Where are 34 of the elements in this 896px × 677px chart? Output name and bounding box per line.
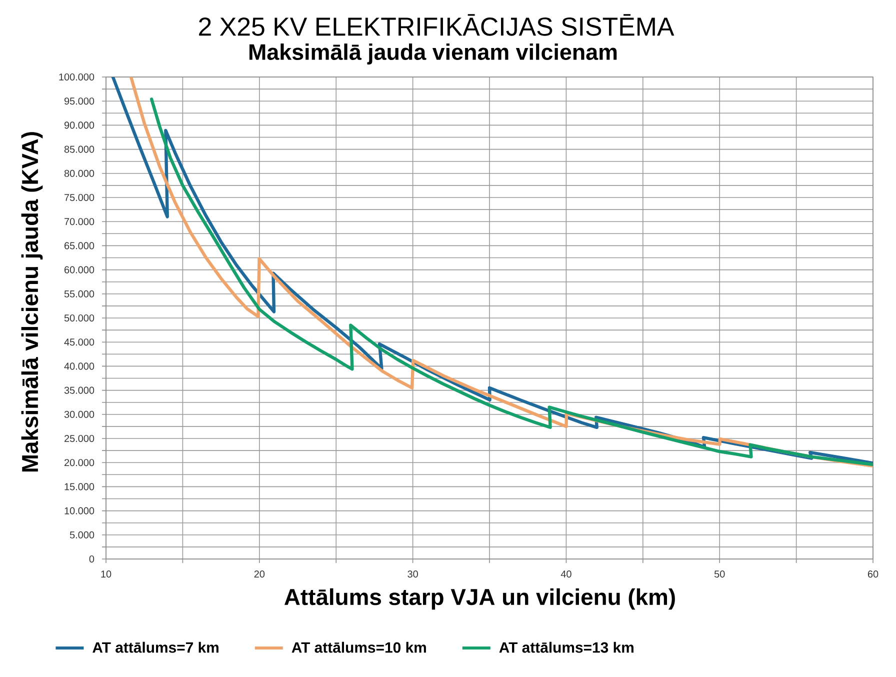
y-tick-label: 20.000: [64, 459, 94, 466]
legend-label: AT attālums=7 km: [92, 642, 218, 653]
x-tick-label: 10: [101, 570, 112, 578]
y-tick-label: 50.000: [64, 314, 94, 322]
y-tick-label: 100.000: [59, 73, 94, 81]
x-tick-label: 50: [714, 570, 725, 578]
y-tick-label: 80.000: [64, 170, 94, 177]
chart-title: 2 X25 KV ELEKTRIFIKĀCIJAS SISTĒMA: [199, 14, 674, 36]
x-tick-label: 60: [868, 570, 878, 578]
x-tick-label: 20: [254, 570, 265, 578]
x-axis-title: Attālums starp VJA un vilcienu (km): [284, 588, 675, 610]
y-tick-label: 15.000: [64, 483, 94, 490]
y-tick-label: 25.000: [64, 434, 94, 442]
y-tick-label: 65.000: [64, 242, 94, 250]
y-tick-label: 30.000: [64, 410, 94, 418]
y-tick-label: 85.000: [64, 146, 94, 153]
y-tick-label: 75.000: [64, 194, 94, 202]
y-tick-label: 45.000: [64, 338, 94, 346]
chart-subtitle: Maksimālā jauda vienam vilcienam: [249, 44, 617, 64]
legend-label: AT attālums=10 km: [292, 642, 426, 653]
y-axis-title: Maksimālā vilcienu jauda (KVA): [21, 132, 43, 472]
y-tick-label: 55.000: [64, 290, 94, 298]
y-tick-label: 60.000: [64, 266, 94, 274]
y-tick-label: 0: [89, 555, 94, 563]
y-tick-label: 40.000: [64, 362, 94, 370]
y-tick-label: 90.000: [64, 122, 94, 129]
y-tick-label: 95.000: [64, 98, 94, 105]
x-tick-label: 30: [408, 570, 418, 578]
y-tick-label: 10.000: [64, 507, 94, 514]
y-tick-label: 70.000: [64, 218, 94, 226]
y-tick-label: 5.000: [70, 531, 94, 538]
y-tick-label: 35.000: [64, 386, 94, 394]
x-tick-label: 40: [560, 570, 572, 578]
legend-label: AT attālums=13 km: [499, 642, 634, 653]
